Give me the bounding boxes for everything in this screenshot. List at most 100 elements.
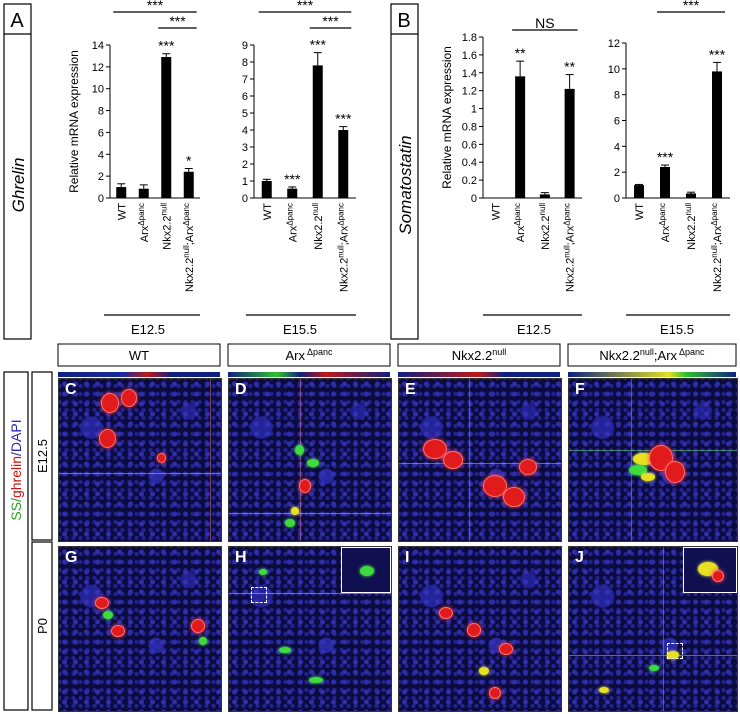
c0-ytick-label-1: 2 [98, 171, 104, 183]
c2-ytick-label-8: 1.6 [462, 50, 477, 62]
row-label-p0: P0 [35, 618, 50, 634]
stain-ss: SS/ [8, 498, 24, 521]
c3-comparison-label-0: *** [683, 0, 700, 13]
c1-ytick-label-0: 0 [242, 193, 248, 205]
c2-comparison-label-0: NS [535, 15, 554, 31]
c2-xtick-label-3: Nkx2.2null;ArxΔpanc [563, 203, 577, 292]
micrograph-e: E [398, 378, 562, 542]
c1-comparison-label-0: *** [297, 0, 314, 13]
c0-xtick-label-1: ArxΔpanc [137, 203, 151, 242]
c0-bar-star-2: *** [158, 38, 175, 54]
c2-xtick-label-1: ArxΔpanc [513, 203, 527, 242]
c0-ytick-label-3: 6 [98, 127, 104, 139]
c1-ytick-label-2: 2 [242, 159, 248, 171]
c0-bar-1 [138, 188, 149, 198]
panel-d-letter: D [235, 381, 247, 398]
c2-bar-2 [539, 194, 550, 198]
row-label-e12: E12.5 [35, 439, 50, 473]
panel-a-letter: A [10, 10, 24, 32]
c2-ytick-label-3: 0.6 [462, 139, 477, 151]
c2-bar-1 [515, 76, 526, 198]
stain-label-frame [3, 371, 29, 711]
c1-ytick-label-3: 3 [242, 142, 248, 154]
column-header-wt-text: WT [129, 348, 149, 363]
c0-bar-0 [116, 187, 127, 198]
panel-c-letter: C [65, 381, 77, 398]
c0-xtick-label-0: WT [116, 203, 128, 220]
c3-ytick-label-1: 2 [614, 167, 620, 179]
c1-xtick-label-3: Nkx2.2null;ArxΔpanc [336, 203, 350, 292]
c1-comparison-label-1: *** [322, 13, 339, 29]
stain-ghrelin: ghrelin [8, 456, 24, 498]
c3-ytick-label-0: 0 [614, 193, 620, 205]
c0-comparison-label-0: *** [147, 0, 164, 13]
stage-label-a-e12: E12.5 [131, 322, 165, 337]
c1-ytick-label-9: 9 [242, 40, 248, 52]
ortho-strip-double [568, 372, 736, 377]
c0-ytick-label-7: 14 [92, 40, 104, 52]
c2-bar-star-1: ** [515, 45, 526, 61]
micrograph-j: J [568, 546, 738, 712]
c1-bar-2 [312, 65, 323, 199]
ortho-strip-arx [228, 372, 390, 377]
ortho-strip-wt [58, 372, 220, 377]
c3-ytick-label-6: 12 [608, 38, 620, 50]
panel-j-letter: J [575, 549, 584, 566]
panel-f-letter: F [575, 381, 585, 398]
c0-ylabel: Relative mRNA expression [67, 50, 81, 193]
ortho-strip-nkx [398, 372, 560, 377]
c0-ytick-label-5: 10 [92, 84, 104, 96]
stage-label-b-e15: E15.5 [660, 322, 694, 337]
c2-ytick-label-0: 0 [471, 193, 477, 205]
c2-ytick-label-7: 1.4 [462, 68, 477, 80]
c2-ytick-label-4: 0.8 [462, 121, 477, 133]
c3-ytick-label-4: 8 [614, 90, 620, 102]
c2-ytick-label-9: 1.8 [462, 32, 477, 44]
c1-bar-3 [338, 130, 349, 198]
c0-ytick-label-4: 8 [98, 106, 104, 118]
row-label-frame-p0 [31, 541, 53, 711]
c1-ytick-label-8: 8 [242, 57, 248, 69]
c2-xtick-label-0: WT [490, 203, 502, 220]
c0-comparison-label-1: *** [169, 13, 186, 29]
stage-label-b-e12: E12.5 [517, 322, 551, 337]
c3-bar-star-3: *** [709, 46, 726, 62]
row-label-frame-e12 [31, 371, 53, 541]
c1-bar-star-2: *** [310, 37, 327, 53]
panel-i-letter: I [405, 549, 410, 566]
c3-xtick-label-0: WT [634, 203, 646, 220]
c3-ytick-label-2: 4 [614, 141, 620, 153]
c1-xtick-label-1: ArxΔpanc [285, 203, 299, 242]
c2-ytick-label-2: 0.4 [462, 157, 477, 169]
c1-xtick-label-0: WT [262, 203, 274, 220]
c0-ytick-label-6: 12 [92, 62, 104, 74]
micrograph-d: D [228, 378, 392, 542]
micrograph-i: I [398, 546, 562, 712]
c2-ylabel: Relative mRNA expression [440, 46, 454, 189]
micrograph-f: F [568, 378, 738, 542]
column-header-arx: Arx Δpanc [227, 343, 391, 367]
stage-label-a-e15: E15.5 [283, 322, 317, 337]
panel-b-frame [390, 3, 419, 340]
c1-ytick-label-6: 6 [242, 91, 248, 103]
c1-bar-star-1: *** [284, 171, 301, 187]
stain-dapi: /DAPI [8, 419, 24, 456]
c2-ytick-label-5: 1 [471, 104, 477, 116]
c3-ytick-label-5: 10 [608, 64, 620, 76]
panel-g-letter: G [65, 549, 78, 566]
c2-ytick-label-1: 0.2 [462, 175, 477, 187]
micrograph-g: G [58, 546, 222, 712]
c1-xtick-label-2: Nkx2.2null [311, 203, 325, 250]
c3-bar-2 [686, 193, 696, 198]
c3-bar-star-1: *** [657, 149, 674, 165]
c0-bar-star-3: * [186, 152, 192, 168]
column-header-double: Nkx2.2null;Arx Δpanc [567, 343, 737, 367]
c0-ytick-label-0: 0 [98, 193, 104, 205]
panel-b-gene-label: Somatostatin [396, 135, 415, 234]
c0-bar-2 [161, 57, 172, 199]
panel-a-gene-label: Ghrelin [9, 158, 28, 213]
c0-ytick-label-2: 4 [98, 149, 104, 161]
c3-bar-1 [660, 167, 670, 198]
